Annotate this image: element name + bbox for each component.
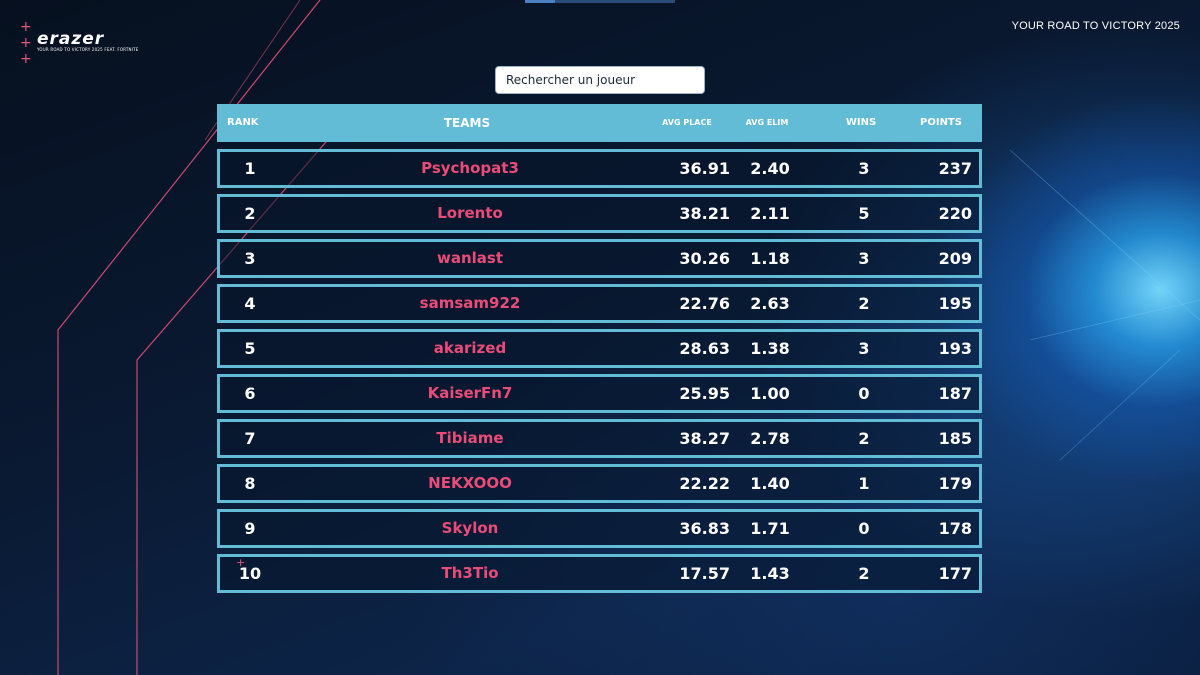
points-cell: 195: [938, 294, 972, 313]
team-name-cell: Tibiame: [436, 429, 504, 447]
column-header-teams: TEAMS: [443, 116, 491, 130]
avg-place-cell: 30.26: [679, 249, 730, 268]
wins-cell: 0: [858, 384, 870, 403]
rank-cell: 4: [244, 294, 256, 313]
points-cell: 209: [938, 249, 972, 268]
table-row: 3 wanlast 30.26 1.18 3 209: [217, 239, 982, 278]
logo-wordmark: erazer: [37, 29, 105, 49]
points-cell: 178: [938, 519, 972, 538]
avg-elim-cell: 1.38: [750, 339, 790, 358]
avg-elim-cell: 1.71: [750, 519, 790, 538]
avg-elim-cell: 2.63: [750, 294, 790, 313]
points-cell: 179: [938, 474, 972, 493]
column-header-avg-place: AVG PLACE: [662, 118, 712, 127]
avg-place-cell: 36.91: [679, 159, 730, 178]
team-name-cell: wanlast: [436, 249, 504, 267]
table-row: 9 Skylon 36.83 1.71 0 178: [217, 509, 982, 548]
event-title: YOUR ROAD TO VICTORY 2025: [1011, 20, 1180, 32]
avg-elim-cell: 2.78: [750, 429, 790, 448]
logo-tagline: YOUR ROAD TO VICTORY 2025 FEAT. FORTNITE: [37, 47, 139, 52]
rank-cell: 6: [244, 384, 256, 403]
plus-decoration: +: [20, 51, 32, 67]
wins-cell: 1: [858, 474, 870, 493]
avg-place-cell: 22.76: [679, 294, 730, 313]
table-row: 8 NEKXOOO 22.22 1.40 1 179: [217, 464, 982, 503]
wins-cell: 3: [858, 159, 870, 178]
avg-place-cell: 36.83: [679, 519, 730, 538]
avg-elim-cell: 1.40: [750, 474, 790, 493]
avg-place-cell: 38.21: [679, 204, 730, 223]
points-cell: 187: [938, 384, 972, 403]
table-row: 1 Psychopat3 36.91 2.40 3 237: [217, 149, 982, 188]
table-row: 5 akarized 28.63 1.38 3 193: [217, 329, 982, 368]
team-name-cell: KaiserFn7: [427, 384, 513, 402]
column-header-rank: RANK: [227, 117, 259, 128]
team-name-cell: Skylon: [441, 519, 499, 537]
avg-place-cell: 17.57: [679, 564, 730, 583]
avg-elim-cell: 1.43: [750, 564, 790, 583]
avg-place-cell: 22.22: [679, 474, 730, 493]
player-search-input[interactable]: [495, 66, 705, 94]
plus-decoration: +: [20, 35, 32, 51]
avg-elim-cell: 2.11: [750, 204, 790, 223]
points-cell: 177: [938, 564, 972, 583]
wins-cell: 3: [858, 339, 870, 358]
table-row: 6 KaiserFn7 25.95 1.00 0 187: [217, 374, 982, 413]
wins-cell: 2: [858, 429, 870, 448]
wins-cell: 2: [858, 294, 870, 313]
avg-elim-cell: 1.00: [750, 384, 790, 403]
avg-place-cell: 25.95: [679, 384, 730, 403]
column-header-points: POINTS: [920, 117, 962, 128]
points-cell: 193: [938, 339, 972, 358]
erazer-logo: erazer YOUR ROAD TO VICTORY 2025 FEAT. F…: [37, 29, 139, 53]
points-cell: 220: [938, 204, 972, 223]
rank-cell: 10: [238, 564, 262, 583]
wins-cell: 2: [858, 564, 870, 583]
table-row: 2 Lorento 38.21 2.11 5 220: [217, 194, 982, 233]
table-row: 10 Th3Tio 17.57 1.43 2 177: [217, 554, 982, 593]
wins-cell: 0: [858, 519, 870, 538]
rank-cell: 1: [244, 159, 256, 178]
avg-elim-cell: 2.40: [750, 159, 790, 178]
wins-cell: 5: [858, 204, 870, 223]
wins-cell: 3: [858, 249, 870, 268]
table-header: RANK TEAMS AVG PLACE AVG ELIM WINS POINT…: [217, 104, 982, 142]
plus-decoration: +: [236, 556, 246, 569]
table-row: 4 samsam922 22.76 2.63 2 195: [217, 284, 982, 323]
team-name-cell: samsam922: [419, 294, 521, 312]
rank-cell: 2: [244, 204, 256, 223]
rank-cell: 3: [244, 249, 256, 268]
top-tab-indicator: [525, 0, 675, 3]
rank-cell: 8: [244, 474, 256, 493]
plus-decoration: +: [20, 19, 32, 35]
column-header-avg-elim: AVG ELIM: [745, 118, 789, 127]
team-name-cell: Psychopat3: [421, 159, 519, 177]
rank-cell: 9: [244, 519, 256, 538]
points-cell: 185: [938, 429, 972, 448]
team-name-cell: Lorento: [437, 204, 503, 222]
avg-place-cell: 28.63: [679, 339, 730, 358]
team-name-cell: Th3Tio: [441, 564, 499, 582]
rank-cell: 7: [244, 429, 256, 448]
points-cell: 237: [938, 159, 972, 178]
column-header-wins: WINS: [845, 117, 877, 128]
team-name-cell: NEKXOOO: [428, 474, 512, 492]
team-name-cell: akarized: [433, 339, 507, 357]
avg-elim-cell: 1.18: [750, 249, 790, 268]
leaderboard-table: RANK TEAMS AVG PLACE AVG ELIM WINS POINT…: [217, 104, 982, 593]
table-row: 7 Tibiame 38.27 2.78 2 185: [217, 419, 982, 458]
rank-cell: 5: [244, 339, 256, 358]
avg-place-cell: 38.27: [679, 429, 730, 448]
